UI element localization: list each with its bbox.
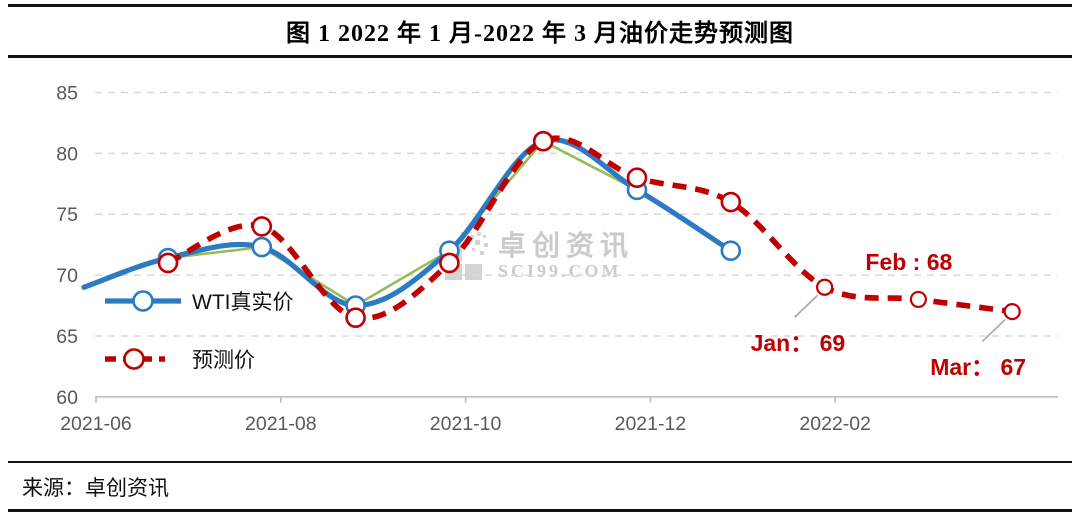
forecast-marker [157,252,179,274]
annotation-2022-03: Mar： 67 [930,353,1027,380]
y-tick-label: 60 [56,387,78,409]
annotation-2022-02: Feb : 68 [865,249,953,276]
title-divider-line [8,55,1072,58]
y-tick-label: 65 [56,326,78,348]
forecast-marker [1003,302,1021,321]
chart-legend: WTI真实价 预测价 [103,288,293,372]
forecast-marker [815,278,834,296]
legend-label: WTI真实价 [192,291,294,314]
forecast-marker [532,130,554,152]
watermark-text-en: SCI99.COM [498,261,622,282]
y-tick-label: 70 [56,265,78,287]
watermark-text-cn: 卓创资讯 [498,230,635,261]
source-divider-line [8,461,1072,463]
top-border-line [8,4,1072,7]
series-forecast-line [166,135,1013,322]
legend-forecast-sample-icon [105,348,165,370]
forecast-marker [720,191,742,213]
forecast-marker [439,252,460,274]
x-tick-label: 2021-08 [245,413,317,435]
annotation-2022-01: Jan： 69 [750,330,846,357]
series-actual-line [81,137,734,309]
forecast-marker [345,307,366,328]
source-note: 来源：卓创资讯 [22,476,169,500]
figure-title: 图 1 2022 年 1 月-2022 年 3 月油价走势预测图 [286,21,794,47]
forecast-marker [909,290,928,309]
x-tick-label: 2021-12 [615,413,687,435]
x-tick-label: 2022-02 [799,413,871,435]
y-tick-label: 85 [56,83,78,105]
x-tick-label: 2021-06 [60,413,132,435]
forecast-marker [626,167,648,189]
bottom-border-line [8,509,1072,512]
annotation-leader-line [981,319,1006,343]
legend-item-actual: WTI真实价 [103,288,293,314]
actual-marker [251,236,273,258]
x-tick-label: 2021-10 [430,413,502,435]
forecast-marker [251,216,273,237]
legend-item-forecast: 预测价 [103,346,293,372]
y-tick-label: 75 [56,204,78,226]
watermark: 卓创资讯 SCI99.COM [444,231,634,282]
annotation-leader-line [794,294,819,318]
legend-label: 预测价 [192,349,255,372]
legend-actual-sample-icon [105,290,181,312]
y-tick-label: 80 [56,143,78,165]
actual-marker [720,240,742,262]
